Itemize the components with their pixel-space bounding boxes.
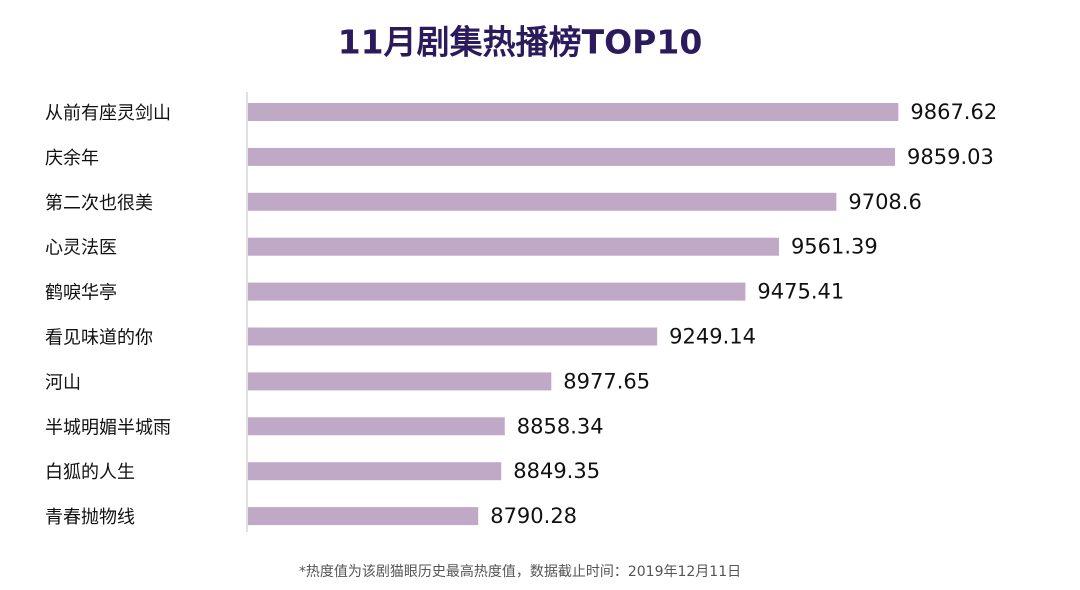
bar	[248, 237, 779, 256]
category-label: 庆余年	[45, 148, 99, 169]
bar	[248, 327, 658, 346]
bar	[248, 417, 505, 436]
bar	[248, 192, 837, 211]
category-label: 从前有座灵剑山	[45, 103, 171, 124]
chart-title: 11月剧集热播榜TOP10	[338, 23, 703, 62]
footnote: *热度值为该剧猫眼历史最高热度值，数据截止时间：2019年12月11日	[299, 563, 741, 580]
category-label: 白狐的人生	[45, 462, 135, 483]
bar	[248, 147, 896, 166]
category-label: 鹤唳华亭	[45, 283, 117, 304]
category-label: 半城明媚半城雨	[45, 417, 171, 438]
bar	[248, 462, 502, 481]
value-label: 9561.39	[791, 235, 878, 259]
category-label: 心灵法医	[45, 238, 117, 259]
category-label: 河山	[45, 372, 81, 393]
bar	[248, 507, 479, 526]
bar	[248, 372, 552, 391]
value-label: 9708.6	[848, 190, 921, 214]
value-label: 8790.28	[490, 504, 577, 528]
category-label: 青春抛物线	[45, 507, 135, 528]
value-label: 8858.34	[517, 414, 604, 438]
value-label: 9249.14	[669, 325, 756, 349]
value-label: 9475.41	[757, 280, 844, 304]
value-label: 8977.65	[563, 369, 650, 393]
value-label: 9859.03	[907, 145, 994, 169]
value-label: 8849.35	[513, 459, 600, 483]
bar	[248, 282, 746, 301]
bar	[248, 103, 899, 121]
category-label: 看见味道的你	[45, 328, 153, 349]
value-label: 9867.62	[910, 100, 997, 124]
category-label: 第二次也很美	[45, 193, 153, 214]
